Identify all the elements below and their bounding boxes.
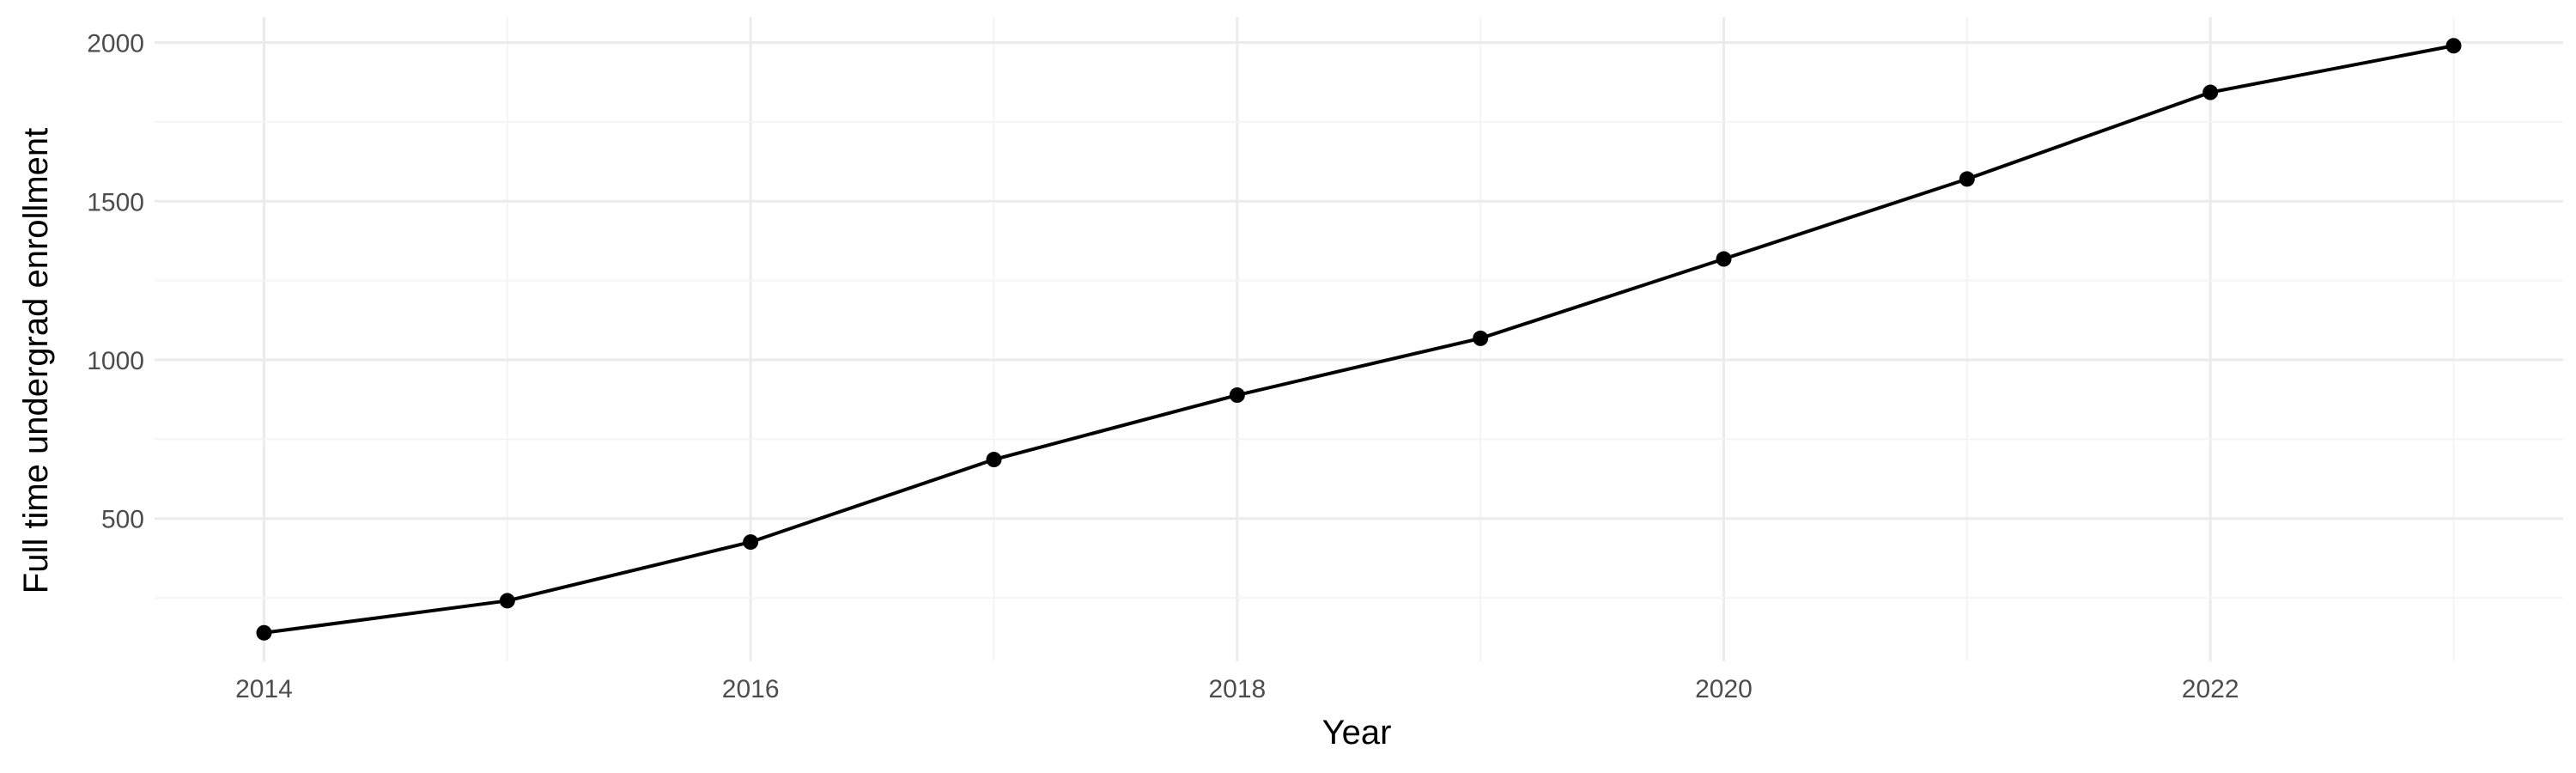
x-tick-label: 2016 [722,675,780,703]
series-layer [256,38,2462,641]
x-tick-label: 2022 [2182,675,2239,703]
grid-lines [155,17,2563,661]
data-point [256,624,272,641]
data-point [743,534,759,551]
y-axis-title: Full time undergrad enrollment [17,128,55,593]
data-point [1716,251,1732,267]
x-tick-label: 2020 [1695,675,1753,703]
y-tick-label: 1000 [87,347,144,375]
y-tick-label: 2000 [87,30,144,58]
data-point [499,593,515,609]
y-tick-label: 1500 [87,188,144,216]
series-line [264,44,2454,635]
x-tick-label: 2018 [1208,675,1266,703]
x-axis-title: Year [1322,714,1392,752]
data-point [2445,38,2462,54]
data-point [1229,387,1245,404]
data-point [2202,84,2219,100]
x-tick-label: 2014 [235,675,293,703]
y-tick-label: 500 [101,506,144,534]
data-point [1959,171,1975,187]
data-point [1473,330,1489,346]
tick-labels: 2014 2016 2018 2020 2022 500 1000 1500 2000 [87,30,2239,703]
data-point [986,452,1002,468]
